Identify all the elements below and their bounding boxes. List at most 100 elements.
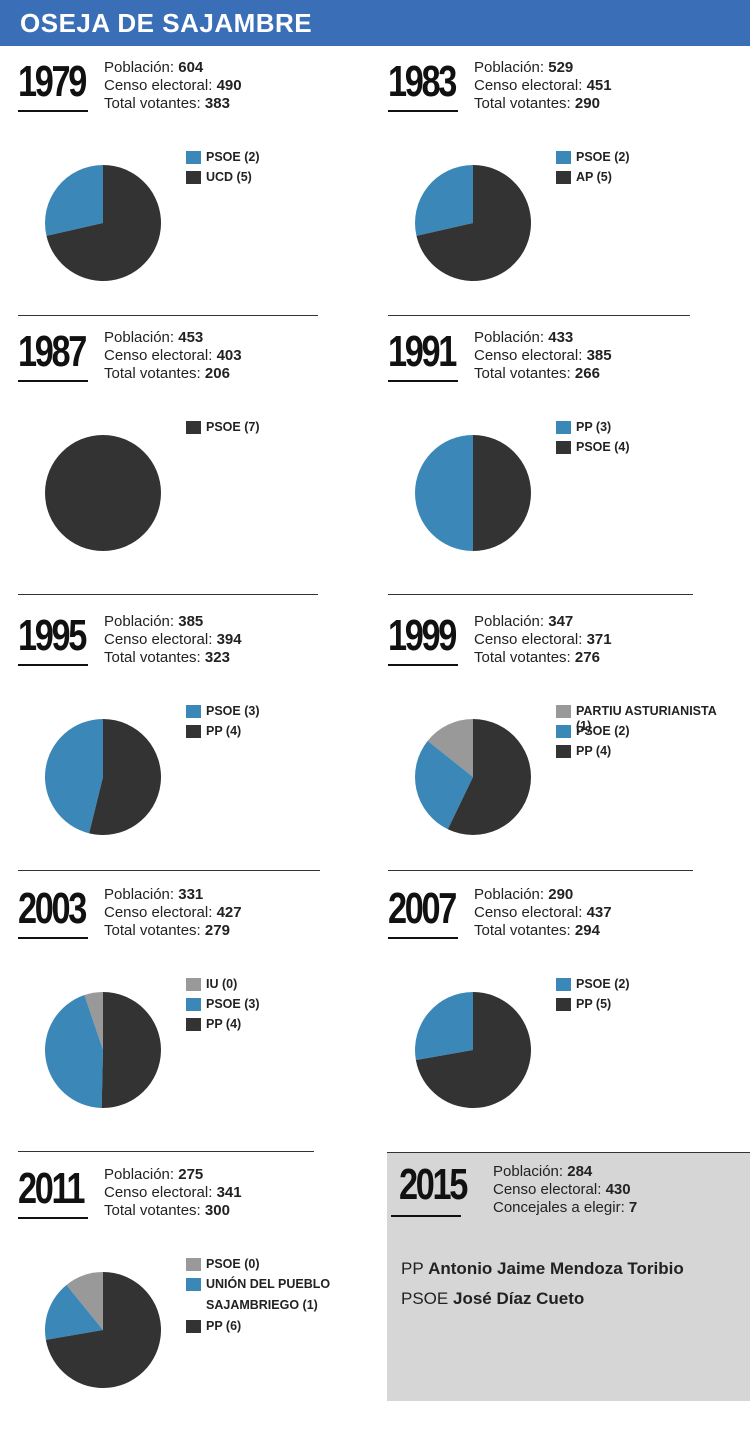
stat-label: Población:: [104, 613, 175, 630]
separator-line: [388, 870, 693, 871]
legend-label: AP (5): [576, 170, 612, 184]
legend-swatch: [556, 725, 571, 738]
separator-line: [388, 315, 690, 316]
legend: PP (3) PSOE (4): [556, 420, 630, 460]
legend-swatch: [556, 421, 571, 434]
pie-slice: [415, 992, 531, 1108]
stat-value: 383: [204, 95, 230, 112]
stat-row: Población: 347: [474, 613, 612, 631]
pie-slice: [101, 992, 161, 1108]
header-bar: OSEJA DE SAJAMBRE: [0, 0, 750, 46]
pie-slice: [45, 1272, 162, 1388]
pie-slice: [89, 719, 161, 835]
legend-swatch: [186, 705, 201, 718]
separator-line: [18, 315, 318, 316]
legend-swatch: [186, 1278, 201, 1291]
stat-value: 529: [548, 59, 574, 76]
year-label: 1979: [18, 57, 87, 106]
year-label: 2015: [399, 1160, 468, 1209]
stat-value: 7: [628, 1199, 638, 1216]
stat-row: Total votantes: 206: [104, 365, 242, 383]
stat-label: Población:: [104, 59, 175, 76]
legend-label: PSOE (4): [576, 440, 630, 454]
pie-slice: [44, 719, 103, 834]
stat-value: 284: [567, 1163, 593, 1180]
year-label: 2011: [18, 1164, 85, 1213]
stats: Población: 604 Censo electoral: 490 Total …: [104, 59, 242, 113]
legend-swatch: [556, 705, 571, 718]
legend-item: PARTIU ASTURIANISTA (1): [556, 704, 718, 733]
legend-item: PP (4): [186, 724, 260, 744]
legend: PSOE (3) PP (4): [186, 704, 260, 744]
stat-value: 300: [204, 1202, 230, 1219]
year-block-1995: 1995 Población: 385 Censo electoral: 394 To…: [18, 612, 348, 887]
stat-value: 453: [178, 329, 204, 346]
stat-row: Total votantes: 294: [474, 922, 612, 940]
year-underline: [18, 1217, 88, 1219]
pie-chart: [44, 1272, 162, 1388]
legend-swatch: [186, 171, 201, 184]
legend-label: PP (4): [206, 724, 242, 738]
stat-row: Censo electoral: 385: [474, 347, 612, 365]
legend-swatch: [186, 998, 201, 1011]
legend-item: PSOE (2): [186, 150, 260, 170]
stat-row: Total votantes: 266: [474, 365, 612, 383]
legend-swatch: [186, 1018, 201, 1031]
legend-item: PSOE (2): [556, 150, 630, 170]
stat-label: Censo electoral:: [474, 631, 583, 648]
stat-row: Censo electoral: 490: [104, 77, 242, 95]
stat-row: Población: 529: [474, 59, 612, 77]
stat-label: Población:: [474, 329, 545, 346]
page-title: OSEJA DE SAJAMBRE: [20, 8, 313, 38]
year-block-1979: 1979 Población: 604 Censo electoral: 490 To…: [18, 58, 348, 333]
stat-row: Total votantes: 383: [104, 95, 242, 113]
legend: PSOE (2) UCD (5): [186, 150, 260, 190]
legend-label: PARTIU ASTURIANISTA (1): [576, 704, 717, 733]
stat-row: Población: 604: [104, 59, 242, 77]
candidate-name: Antonio Jaime Mendoza Toribio: [428, 1259, 684, 1278]
stat-row: Censo electoral: 394: [104, 631, 242, 649]
stat-value: 371: [586, 631, 612, 648]
legend-swatch: [556, 978, 571, 991]
pie-slice: [44, 1284, 103, 1340]
year-block-1987: 1987 Población: 453 Censo electoral: 403 To…: [18, 328, 348, 603]
stat-value: 290: [548, 886, 574, 903]
legend-label: PSOE (7): [206, 420, 260, 434]
stat-label: Población:: [104, 329, 175, 346]
stat-row: Censo electoral: 427: [104, 904, 242, 922]
stat-value: 427: [216, 904, 242, 921]
legend-item: IU (0): [186, 977, 260, 997]
stat-value: 347: [548, 613, 574, 630]
year-label: 1995: [18, 611, 87, 660]
year-block-2007: 2007 Población: 290 Censo electoral: 437 To…: [388, 885, 718, 1160]
stat-value: 437: [586, 904, 612, 921]
legend-label: PP (6): [206, 1319, 242, 1333]
stat-row: Censo electoral: 451: [474, 77, 612, 95]
legend-item: PSOE (7): [186, 420, 260, 440]
stat-label: Censo electoral:: [474, 904, 583, 921]
stat-label: Censo electoral:: [493, 1181, 602, 1198]
stats: Población: 453 Censo electoral: 403 Total …: [104, 329, 242, 383]
stat-label: Total votantes:: [104, 1202, 201, 1219]
pie-slice: [44, 165, 103, 236]
year-label: 1987: [18, 327, 87, 376]
stat-label: Concejales a elegir:: [493, 1199, 625, 1216]
pie-slice: [416, 165, 531, 281]
stat-value: 206: [204, 365, 230, 382]
stat-value: 276: [574, 649, 600, 666]
stats: Población: 529 Censo electoral: 451 Total …: [474, 59, 612, 113]
legend-label: PSOE (3): [206, 704, 260, 718]
stat-label: Población:: [474, 886, 545, 903]
stat-value: 323: [204, 649, 230, 666]
legend-label: PSOE (2): [576, 977, 630, 991]
stat-label: Censo electoral:: [104, 77, 213, 94]
year-label: 2003: [18, 884, 87, 933]
legend-item: PSOE (0): [186, 1257, 346, 1277]
stat-row: Censo electoral: 371: [474, 631, 612, 649]
pie-chart: [415, 435, 531, 551]
pie-slice: [415, 992, 473, 1061]
legend-label: UNIÓN DEL PUEBLO SAJAMBRIEGO (1): [206, 1277, 331, 1312]
year-label: 1991: [388, 327, 457, 376]
year-underline: [388, 664, 458, 666]
stat-value: 294: [574, 922, 600, 939]
